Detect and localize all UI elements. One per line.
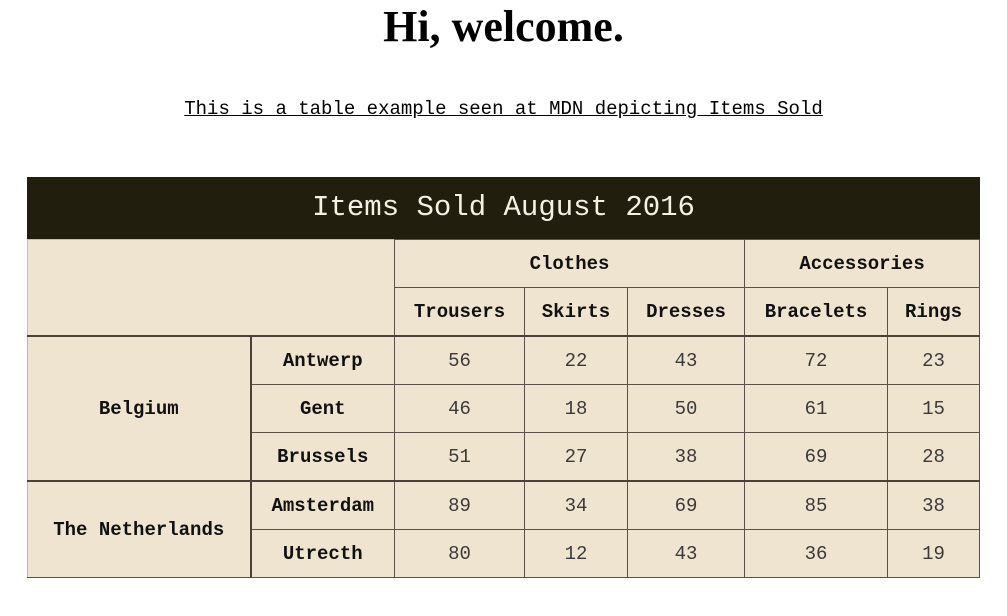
table-cell: 69 [744, 432, 889, 482]
column-header-trousers: Trousers [394, 287, 525, 337]
table-cell: 69 [626, 480, 746, 530]
table-cell: 56 [394, 335, 525, 385]
items-sold-table: Items Sold August 2016 Clothes Accessori… [27, 177, 981, 578]
table-cell: 27 [524, 432, 628, 482]
city-gent: Gent [250, 384, 395, 433]
column-header-skirts: Skirts [524, 287, 628, 337]
table-row: Utrecth 80 12 43 36 19 [28, 529, 981, 578]
column-header-rings: Rings [887, 287, 981, 337]
table-cell: 12 [524, 529, 628, 578]
table-cell: 28 [887, 432, 981, 482]
table-cell: 36 [744, 529, 889, 578]
city-antwerp: Antwerp [250, 335, 395, 385]
page-title: Hi, welcome. [383, 2, 624, 51]
city-amsterdam: Amsterdam [250, 480, 395, 530]
group-header-accessories: Accessories [744, 239, 981, 288]
column-header-row: Trousers Skirts Dresses Bracelets Rings [28, 287, 981, 337]
table-cell: 72 [744, 335, 889, 385]
table-cell: 18 [524, 384, 628, 433]
group-header-clothes: Clothes [393, 239, 746, 288]
empty-corner-cell [27, 239, 395, 337]
table-cell: 50 [626, 384, 746, 433]
group-header-row: Clothes Accessories [27, 239, 981, 337]
column-header-bracelets: Bracelets [744, 287, 889, 337]
page-subtitle-link[interactable]: This is a table example seen at MDN depi… [184, 98, 823, 120]
table-cell: 22 [524, 335, 628, 385]
table-cell: 23 [887, 335, 981, 385]
table-cell: 15 [887, 384, 981, 433]
table-cell: 43 [626, 335, 746, 385]
table-row: Belgium Antwerp 56 22 43 72 23 [27, 335, 981, 482]
table-cell: 38 [626, 432, 746, 482]
table-cell: 34 [524, 480, 628, 530]
table-row: Brussels 51 27 38 69 28 [28, 432, 981, 482]
city-brussels: Brussels [250, 432, 395, 482]
table-cell: 43 [626, 529, 746, 578]
table-cell: 85 [744, 480, 889, 530]
table-cell: 51 [394, 432, 525, 482]
table-cell: 19 [887, 529, 981, 578]
table-cell: 80 [394, 529, 525, 578]
column-header-dresses: Dresses [626, 287, 746, 337]
table-cell: 46 [394, 384, 525, 433]
country-netherlands: The Netherlands [27, 480, 252, 578]
table-caption: Items Sold August 2016 [27, 177, 981, 239]
country-belgium: Belgium [27, 335, 252, 482]
table-row: Gent 46 18 50 61 15 [28, 384, 981, 433]
table-cell: 89 [394, 480, 525, 530]
city-utrecth: Utrecth [250, 529, 395, 578]
table-cell: 38 [887, 480, 981, 530]
table-cell: 61 [744, 384, 889, 433]
table-row: The Netherlands Amsterdam 89 34 69 85 38 [27, 480, 981, 578]
